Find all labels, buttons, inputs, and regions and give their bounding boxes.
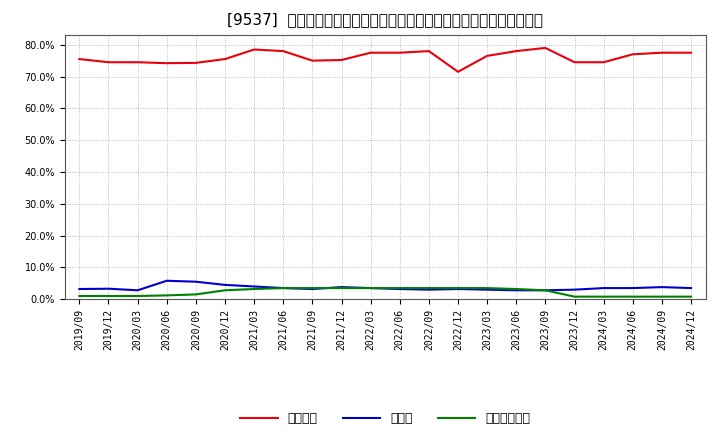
のれん	[220, 282, 229, 287]
自己資本	[250, 47, 258, 52]
のれん	[425, 287, 433, 292]
繰延税金資産	[163, 293, 171, 298]
繰延税金資産	[512, 286, 521, 292]
繰延税金資産	[454, 286, 462, 291]
のれん	[133, 288, 142, 293]
繰延税金資産	[657, 294, 666, 299]
自己資本	[395, 50, 404, 55]
自己資本	[366, 50, 375, 55]
自己資本	[512, 48, 521, 54]
のれん	[75, 286, 84, 292]
自己資本	[425, 48, 433, 54]
自己資本	[133, 59, 142, 65]
繰延税金資産	[395, 286, 404, 291]
繰延税金資産	[570, 294, 579, 299]
Legend: 自己資本, のれん, 繰延税金資産: 自己資本, のれん, 繰延税金資産	[235, 407, 535, 430]
繰延税金資産	[104, 293, 113, 299]
のれん	[629, 286, 637, 291]
のれん	[483, 287, 492, 292]
繰延税金資産	[279, 286, 287, 291]
自己資本	[629, 51, 637, 57]
自己資本	[599, 59, 608, 65]
繰延税金資産	[250, 286, 258, 292]
繰延税金資産	[133, 293, 142, 299]
のれん	[657, 285, 666, 290]
自己資本	[541, 45, 550, 51]
自己資本	[220, 56, 229, 62]
自己資本	[192, 60, 200, 66]
Line: のれん: のれん	[79, 281, 691, 290]
のれん	[541, 288, 550, 293]
自己資本	[454, 69, 462, 74]
自己資本	[279, 48, 287, 54]
のれん	[250, 284, 258, 289]
のれん	[104, 286, 113, 291]
自己資本	[308, 58, 317, 63]
のれん	[599, 286, 608, 291]
繰延税金資産	[425, 286, 433, 291]
のれん	[337, 285, 346, 290]
自己資本	[337, 57, 346, 62]
自己資本	[570, 59, 579, 65]
のれん	[192, 279, 200, 284]
繰延税金資産	[629, 294, 637, 299]
Line: 自己資本: 自己資本	[79, 48, 691, 72]
のれん	[308, 286, 317, 292]
のれん	[163, 278, 171, 283]
のれん	[512, 288, 521, 293]
自己資本	[687, 50, 696, 55]
Line: 繰延税金資産: 繰延税金資産	[79, 288, 691, 297]
繰延税金資産	[599, 294, 608, 299]
自己資本	[657, 50, 666, 55]
自己資本	[104, 59, 113, 65]
繰延税金資産	[337, 286, 346, 291]
のれん	[366, 286, 375, 291]
のれん	[570, 287, 579, 292]
自己資本	[163, 61, 171, 66]
繰延税金資産	[220, 288, 229, 293]
のれん	[454, 286, 462, 292]
繰延税金資産	[541, 288, 550, 293]
繰延税金資産	[75, 293, 84, 299]
自己資本	[483, 53, 492, 59]
のれん	[687, 286, 696, 291]
のれん	[395, 286, 404, 292]
繰延税金資産	[192, 292, 200, 297]
繰延税金資産	[483, 286, 492, 291]
Title: [9537]  自己資本、のれん、繰延税金資産の総資産に対する比率の推移: [9537] 自己資本、のれん、繰延税金資産の総資産に対する比率の推移	[228, 12, 543, 27]
繰延税金資産	[366, 286, 375, 291]
繰延税金資産	[687, 294, 696, 299]
自己資本	[75, 56, 84, 62]
のれん	[279, 286, 287, 291]
繰延税金資産	[308, 286, 317, 291]
